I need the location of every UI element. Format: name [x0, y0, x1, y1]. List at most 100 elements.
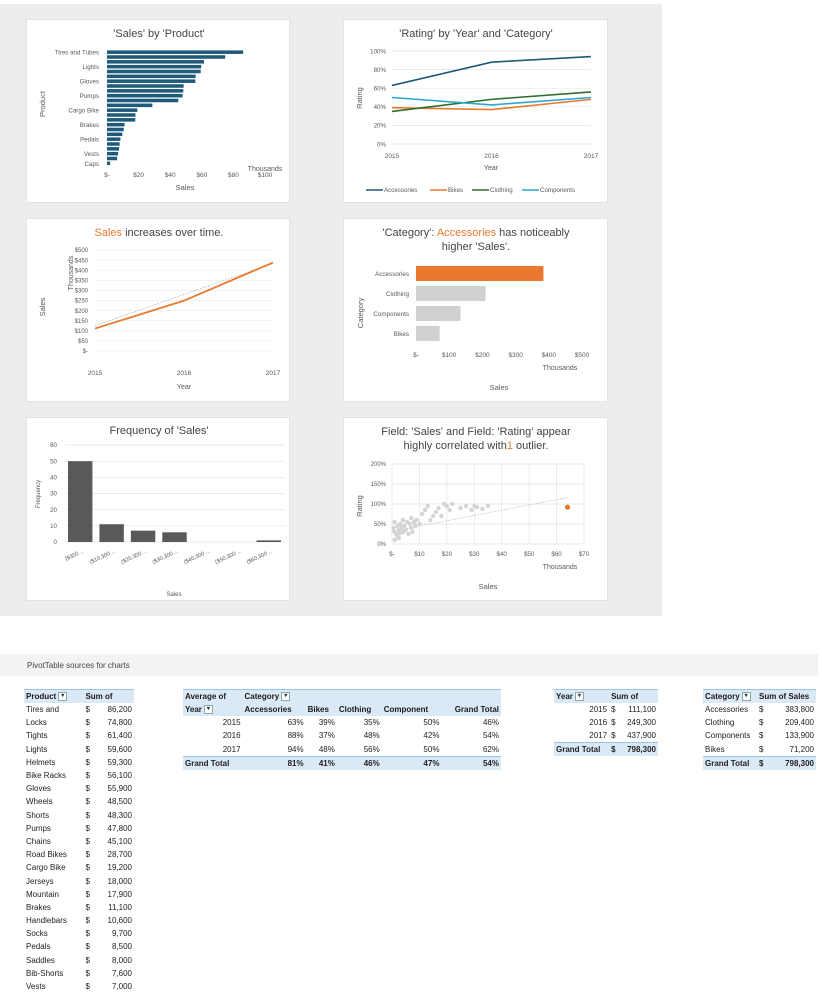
chart4-xtick-1: $100: [442, 352, 457, 359]
pivot-table-year-sales[interactable]: Year ▾ Sum of 2015 $ 111,100 2016 $ 249,300 201…: [554, 689, 658, 757]
product-table-row-label: Helmets: [26, 757, 56, 767]
table-row[interactable]: 2015 $ 111,100: [554, 703, 658, 716]
rating-table-cell: 46%: [482, 718, 499, 728]
grand-total-row[interactable]: Grand Total $ 798,300: [703, 755, 816, 770]
chart1-ytick-5: Brakes: [80, 122, 99, 129]
table-row[interactable]: Wheels $ 48,500: [24, 795, 134, 808]
pivot-table-rating[interactable]: Average of Category ▾ Year ▾ Accessories Bikes…: [183, 689, 501, 770]
table-row[interactable]: Saddles $ 8,000: [24, 954, 134, 967]
category-table-row-label: Clothing: [705, 718, 735, 728]
year-table-filter-dropdown-icon[interactable]: ▾: [574, 692, 584, 702]
chart6-point-35: [450, 501, 455, 507]
product-table-filter-dropdown-icon[interactable]: ▾: [58, 692, 68, 702]
grand-total-row[interactable]: Grand Total 81% 41% 46% 47% 54%: [183, 755, 501, 770]
table-row[interactable]: Tires and $ 86,200: [24, 703, 134, 716]
rating-table-cell: 56%: [363, 744, 380, 754]
product-table-row-value-amount: 10,600: [107, 916, 132, 926]
chart1-bar-19: [107, 142, 120, 146]
category-table-row-value: $ 133,900: [757, 729, 816, 742]
table-row[interactable]: Brakes $ 11,100: [24, 901, 134, 914]
chart2-xtick-0: 2015: [385, 153, 400, 160]
category-table-header-label[interactable]: Category ▾: [703, 689, 758, 703]
chart-sales-over-time[interactable]: Sales increases over time. $- $50 $100 $150 $…: [26, 218, 290, 402]
chart-sales-rating-scatter[interactable]: Field: 'Sales' and Field: 'Rating' appea…: [343, 417, 608, 601]
chart-sales-over-time-svg: Sales increases over time. $- $50 $100 $150 $…: [38, 227, 281, 391]
product-table-row-value: $ 17,900: [83, 888, 134, 901]
table-row[interactable]: 2016 $ 249,300: [554, 716, 658, 729]
year-table-header-label[interactable]: Year ▾: [554, 689, 610, 703]
product-table-header-label[interactable]: Product ▾: [24, 689, 84, 703]
table-row[interactable]: Cargo Bike $ 19,200: [24, 861, 134, 874]
table-row[interactable]: Mountain $ 17,900: [24, 888, 134, 901]
product-table-row-value-amount: 48,300: [107, 810, 132, 820]
table-row[interactable]: 2016 88% 37% 48% 42% 54%: [183, 729, 501, 742]
table-row[interactable]: Tights $ 61,400: [24, 729, 134, 742]
rating-table-year-filter-icon[interactable]: ▾: [203, 705, 213, 715]
rating-table-category-filter-icon[interactable]: ▾: [281, 692, 291, 702]
pivot-table-product-sales[interactable]: Product ▾ Sum of Tires and $ 86,200 Locks $ 74…: [24, 689, 134, 993]
chart3-xtick-1: 2016: [177, 370, 192, 377]
chart6-title-part-0: Field: 'Sales' and Field: 'Rating' appea…: [381, 426, 571, 438]
chart-rating-by-year-category[interactable]: 'Rating' by 'Year' and 'Category' 0% 20% 40…: [343, 19, 608, 203]
category-table-filter-dropdown-icon[interactable]: ▾: [741, 692, 751, 702]
rating-table-colheader-4: Component: [381, 703, 442, 717]
product-table-row-value-amount: 55,900: [107, 784, 132, 794]
chart5-ytick-6: 60: [50, 442, 57, 449]
table-row[interactable]: Components $ 133,900: [703, 729, 816, 742]
category-table-header-sum: Sum of Sales: [757, 689, 816, 703]
product-table-row-label: Bike Racks: [26, 771, 67, 781]
table-row[interactable]: Shorts $ 48,300: [24, 809, 134, 822]
table-row[interactable]: 2015 63% 39% 35% 50% 46%: [183, 716, 501, 729]
table-row[interactable]: Jerseys $ 18,000: [24, 874, 134, 887]
table-row[interactable]: Socks $ 9,700: [24, 927, 134, 940]
table-row[interactable]: Accessories $ 383,800: [703, 703, 816, 716]
product-table-row-value: $ 59,600: [83, 743, 134, 756]
table-row[interactable]: Road Bikes $ 28,700: [24, 848, 134, 861]
chart5-bar-6: [256, 540, 281, 542]
category-table-row-value-currency: $: [759, 744, 764, 754]
chart-sales-by-product[interactable]: 'Sales' by 'Product' $- $20 $40 $60 $80 $100 Ti…: [26, 19, 290, 203]
product-table-row-value-currency: $: [85, 771, 90, 781]
table-row[interactable]: Handlebars $ 10,600: [24, 914, 134, 927]
grand-total-row[interactable]: Grand Total $ 798,300: [554, 742, 658, 757]
rating-table-colheader-2: Bikes: [305, 703, 337, 717]
table-row[interactable]: Chains $ 45,100: [24, 835, 134, 848]
product-table-row-value: $ 19,200: [83, 861, 134, 874]
chart5-title-part-0: Frequency of 'Sales': [110, 425, 209, 437]
rating-table-grand-cell: 41%: [305, 755, 337, 770]
table-row[interactable]: Vests $ 7,000: [24, 980, 134, 993]
table-row[interactable]: Lights $ 59,600: [24, 743, 134, 756]
chart1-bar-4: [107, 69, 201, 74]
rating-table-cell: 50%: [423, 718, 440, 728]
rating-table-cell: 54%: [482, 731, 499, 741]
chart5-ytick-3: 30: [50, 491, 57, 498]
chart5-xtick-3: ($30,300 ...: [152, 548, 181, 566]
chart6-point-41: [480, 506, 485, 511]
table-row[interactable]: Bib-Shorts $ 7,600: [24, 967, 134, 980]
chart6-title: Field: 'Sales' and Field: 'Rating' appea…: [381, 426, 571, 438]
table-row[interactable]: Clothing $ 209,400: [703, 716, 816, 729]
table-row[interactable]: Bike Racks $ 56,100: [24, 769, 134, 782]
chart6-point-26: [425, 503, 430, 509]
table-row[interactable]: Gloves $ 55,900: [24, 782, 134, 795]
table-row[interactable]: 2017 $ 437,900: [554, 729, 658, 743]
table-row[interactable]: 2017 94% 48% 56% 50% 62%: [183, 743, 501, 757]
chart-sales-by-category[interactable]: 'Category': Accessories has noticeably hi…: [343, 218, 608, 402]
rating-table-colheader-0[interactable]: Year ▾: [183, 703, 243, 717]
chart4-title: 'Category': Accessories has noticeably: [382, 227, 570, 239]
chart1-bar-8: [107, 89, 184, 93]
product-table-row-value-currency: $: [85, 968, 90, 978]
chart6-xtick-5: $50: [524, 551, 535, 558]
table-row[interactable]: Bikes $ 71,200: [703, 743, 816, 757]
category-table-row-value-currency: $: [759, 731, 764, 741]
table-row[interactable]: Helmets $ 59,300: [24, 756, 134, 769]
rating-table-header-category[interactable]: Category ▾: [242, 689, 501, 703]
product-table-row-label: Bib-Shorts: [26, 968, 64, 978]
table-row[interactable]: Pumps $ 47,800: [24, 822, 134, 835]
table-row[interactable]: Pedals $ 8,500: [24, 940, 134, 953]
chart4-ytick-3: Bikes: [394, 331, 409, 338]
chart3-y-unit: Thousands: [68, 255, 75, 290]
chart-sales-frequency[interactable]: Frequency of 'Sales' 0 10 20 30 40 50 60 [$300 .…: [26, 417, 290, 601]
table-row[interactable]: Locks $ 74,800: [24, 716, 134, 729]
pivot-table-category-sales[interactable]: Category ▾ Sum of Sales Accessories $ 383,80…: [703, 689, 816, 770]
